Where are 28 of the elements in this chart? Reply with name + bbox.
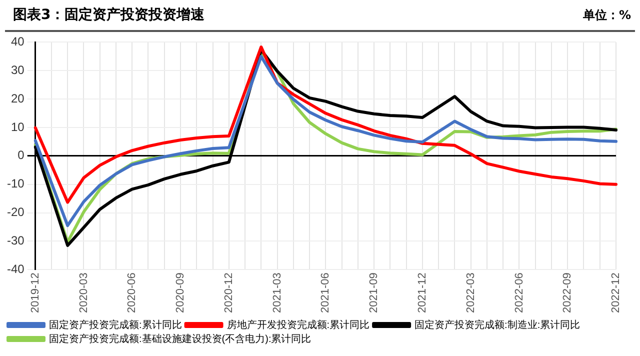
x-tick-label: 2021-03 bbox=[271, 272, 284, 314]
x-tick-label: 2022-09 bbox=[562, 272, 574, 314]
legend-label: 固定资产投资完成额:基础设施建设投资(不含电力):累计同比 bbox=[49, 332, 312, 345]
x-tick-label: 2021-09 bbox=[368, 272, 380, 314]
x-tick-label: 2020-12 bbox=[222, 272, 235, 314]
legend-label: 固定资产投资完成额:累计同比 bbox=[49, 318, 182, 331]
y-tick-label: 30 bbox=[10, 62, 25, 77]
y-tick-label: 20 bbox=[10, 91, 25, 106]
x-tick-label: 2020-06 bbox=[126, 272, 138, 314]
y-tick-label: 10 bbox=[10, 120, 25, 134]
x-tick-label: 2022-03 bbox=[464, 272, 477, 314]
y-tick-label: -20 bbox=[7, 205, 25, 220]
chart-title: 图表3：固定资产投资投资增速 bbox=[13, 6, 205, 24]
y-tick-label: -30 bbox=[7, 234, 25, 248]
legend-label: 房地产开发投资完成额:累计同比 bbox=[226, 318, 370, 331]
y-tick-label: 0 bbox=[18, 148, 25, 162]
x-tick-label: 2022-12 bbox=[610, 272, 622, 314]
y-tick-label: -10 bbox=[7, 176, 25, 191]
x-tick-label: 2022-06 bbox=[513, 272, 526, 314]
x-tick-label: 2020-09 bbox=[174, 272, 187, 314]
y-tick-label: 40 bbox=[10, 34, 25, 49]
legend-label: 固定资产投资完成额:制造业:累计同比 bbox=[414, 318, 580, 331]
y-tick-label: -40 bbox=[7, 262, 25, 276]
x-tick-label: 2021-12 bbox=[416, 272, 428, 314]
y-axis-title: 单位：% bbox=[582, 7, 631, 24]
x-tick-label: 2020-03 bbox=[78, 272, 90, 314]
x-tick-label: 2019-12 bbox=[29, 272, 42, 314]
x-tick-label: 2021-06 bbox=[320, 272, 332, 314]
